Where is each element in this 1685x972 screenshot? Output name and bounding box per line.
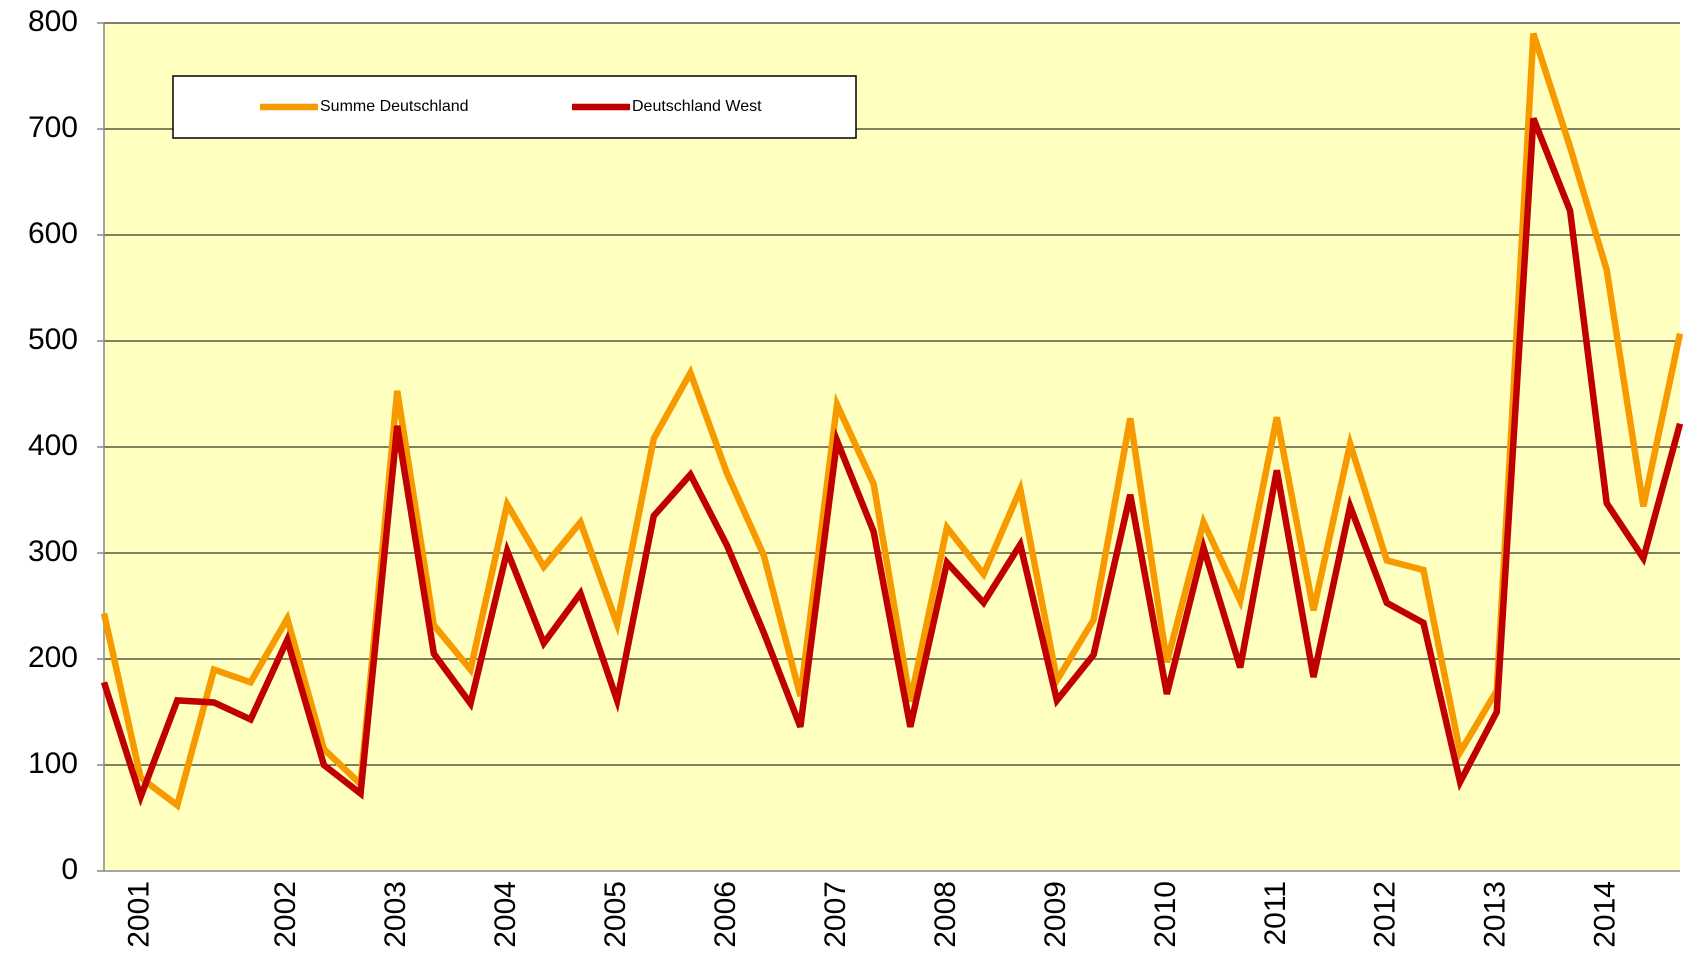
y-tick-label: 0: [61, 853, 78, 886]
data-line: [100, 117, 1684, 807]
x-tick-label: 2010: [1149, 881, 1182, 948]
legend-label: Deutschland West: [632, 98, 762, 115]
y-tick-label: 400: [28, 429, 78, 462]
y-tick-label: 600: [28, 217, 78, 250]
x-tick-label: 2007: [819, 881, 852, 948]
x-tick-label: 2004: [489, 881, 522, 948]
x-tick-label: 2002: [269, 881, 302, 948]
x-tick-label: 2001: [123, 881, 156, 948]
y-tick-label: 100: [28, 747, 78, 780]
x-tick-label: 2012: [1369, 881, 1402, 948]
x-tick-label: 2008: [929, 881, 962, 948]
x-tick-label: 2013: [1479, 881, 1512, 948]
y-tick-label: 800: [28, 5, 78, 38]
x-tick-label: 2006: [709, 881, 742, 948]
y-tick-label: 500: [28, 323, 78, 356]
y-tick-label: 700: [28, 111, 78, 144]
x-tick-label: 2014: [1589, 881, 1622, 948]
x-tick-label: 2003: [379, 881, 412, 948]
y-tick-label: 200: [28, 641, 78, 674]
y-tick-label: 300: [28, 535, 78, 568]
x-tick-label: 2011: [1259, 881, 1292, 946]
x-tick-label: 2009: [1039, 881, 1072, 948]
legend-label: Summe Deutschland: [320, 98, 469, 115]
x-tick-label: 2005: [599, 881, 632, 948]
